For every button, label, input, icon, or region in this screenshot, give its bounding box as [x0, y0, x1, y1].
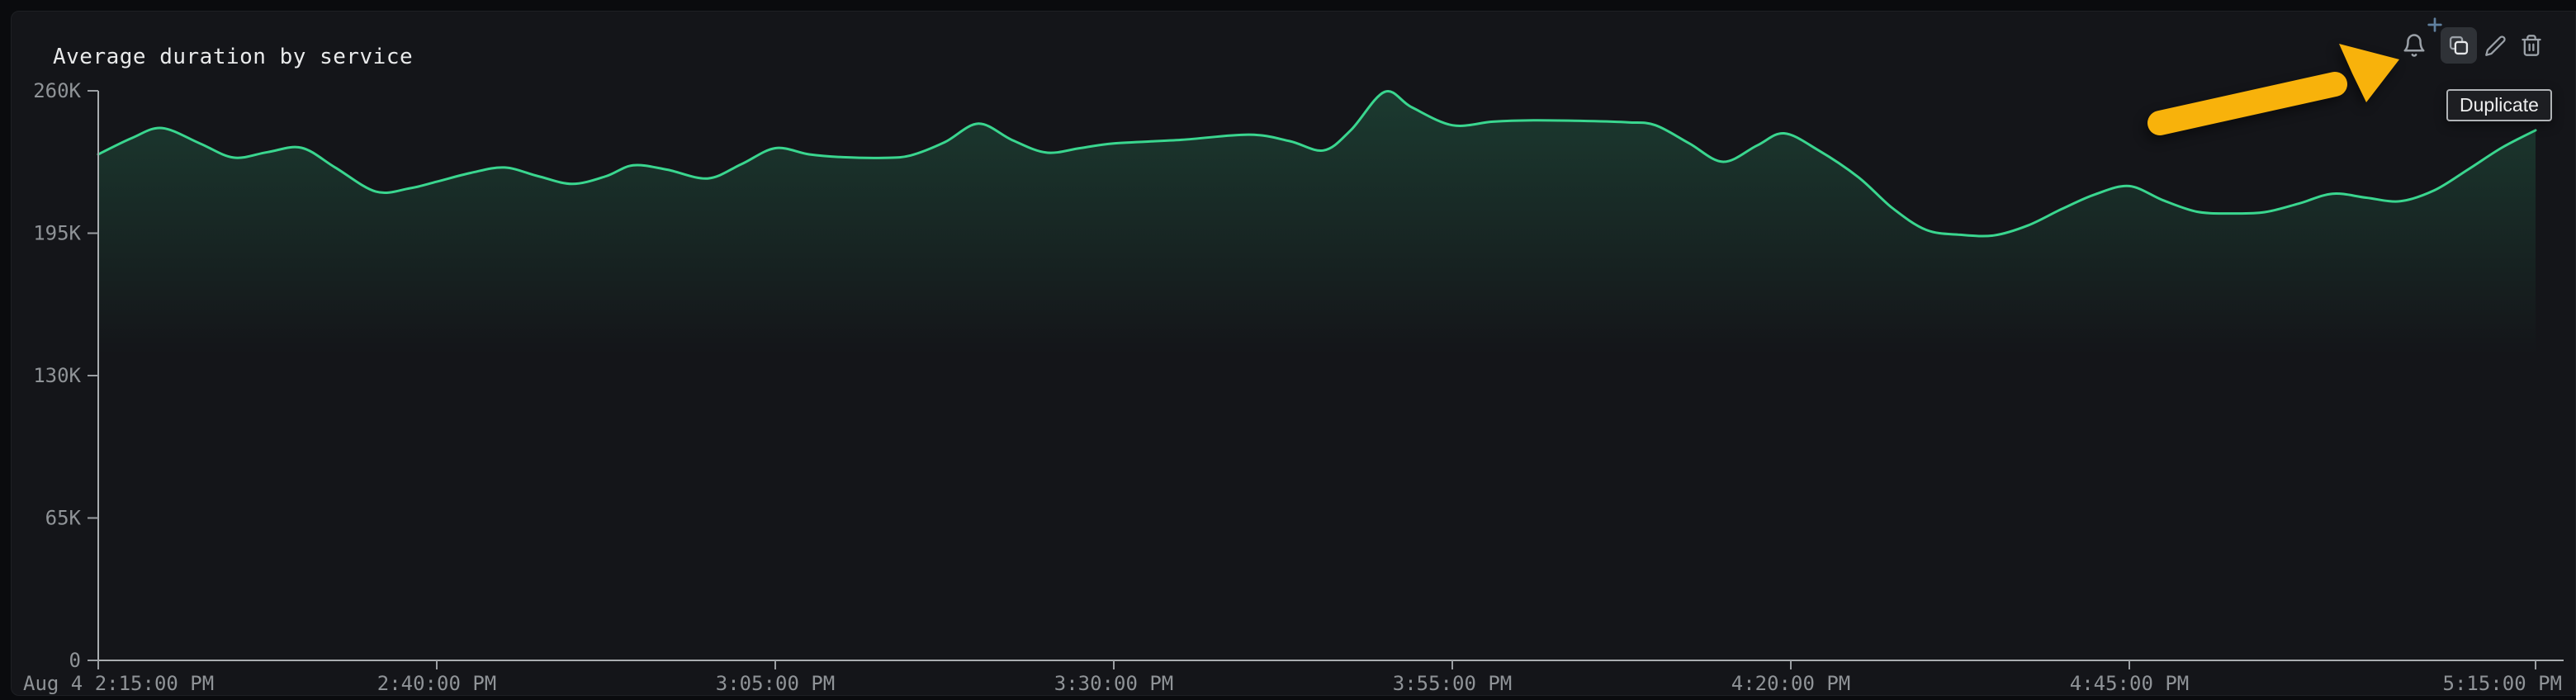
edit-button[interactable] — [2477, 27, 2513, 64]
y-axis-tick-label: 130K — [33, 364, 81, 387]
y-axis-tick-label: 0 — [69, 649, 81, 672]
bell-icon — [2402, 33, 2427, 58]
y-axis-tick-label: 195K — [33, 222, 81, 245]
duplicate-tooltip: Duplicate — [2446, 89, 2552, 121]
alert-plus-icon — [2427, 17, 2442, 32]
x-axis-tick-label: 3:05:00 PM — [716, 672, 836, 695]
y-axis-tick-label: 260K — [33, 79, 81, 102]
x-axis-tick-label: Aug 4 2:15:00 PM — [23, 672, 214, 695]
x-axis-tick-label: 4:45:00 PM — [2070, 672, 2190, 695]
x-axis-tick-label: 5:15:00 PM — [2443, 672, 2563, 695]
x-axis-tick-label: 3:55:00 PM — [1393, 672, 1513, 695]
create-alert-button[interactable] — [2396, 17, 2442, 64]
duplicate-button[interactable] — [2441, 27, 2477, 64]
x-axis-tick-label: 4:20:00 PM — [1731, 672, 1851, 695]
panel-actions — [2396, 17, 2550, 64]
series-area-fill — [98, 91, 2536, 660]
copy-icon — [2447, 34, 2470, 57]
x-axis-tick-label: 2:40:00 PM — [377, 672, 497, 695]
delete-button[interactable] — [2513, 27, 2550, 64]
trash-icon — [2520, 34, 2543, 57]
y-axis-tick-label: 65K — [45, 507, 82, 530]
series-line — [97, 90, 2537, 238]
x-axis-tick-label: 3:30:00 PM — [1054, 672, 1174, 695]
pencil-icon — [2484, 35, 2507, 57]
panel-title: Average duration by service — [53, 45, 414, 69]
